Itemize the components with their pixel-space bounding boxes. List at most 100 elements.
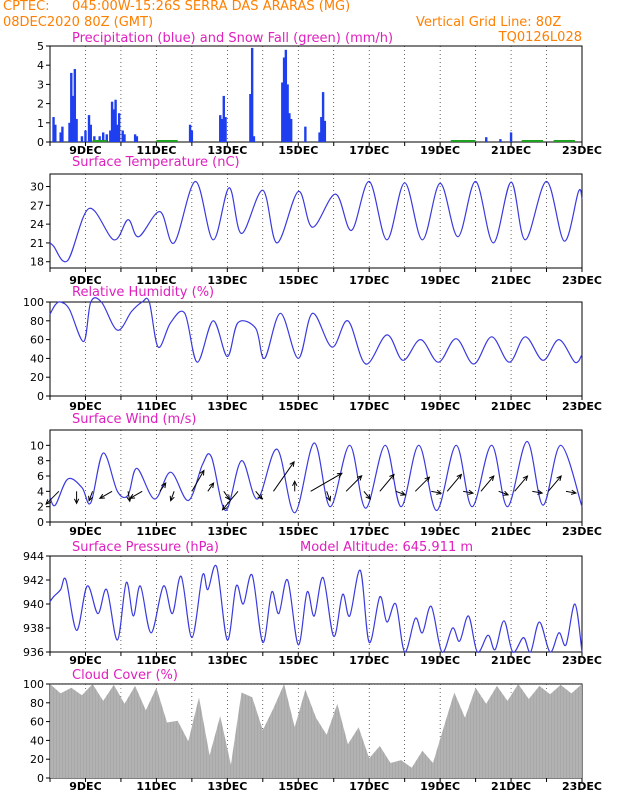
precip-bar bbox=[321, 92, 325, 142]
cloud-xtick-label: 23DEC bbox=[562, 780, 602, 793]
wind-arrow bbox=[414, 476, 430, 492]
wind-arrow-head bbox=[45, 499, 52, 505]
precip-bar bbox=[102, 132, 105, 142]
precip-xtick-label: 13DEC bbox=[207, 144, 247, 157]
rh-title: Relative Humidity (%) bbox=[72, 285, 214, 300]
rh-ytick-label: 20 bbox=[30, 371, 44, 384]
wind-xtick-label: 17DEC bbox=[349, 525, 389, 538]
wind-arrow bbox=[129, 490, 143, 499]
pressure-xtick-label: 19DEC bbox=[420, 654, 460, 667]
temp-xtick-label: 19DEC bbox=[420, 274, 460, 287]
wind-ytick-label: 8 bbox=[37, 455, 44, 468]
precip-bar bbox=[509, 132, 513, 142]
rh-xtick-label: 21DEC bbox=[491, 400, 531, 413]
cloud-ytick-label: 60 bbox=[30, 716, 44, 729]
wind-arrow bbox=[191, 470, 205, 492]
cloud-xtick-label: 19DEC bbox=[420, 780, 460, 793]
temp-ytick-label: 30 bbox=[30, 181, 44, 194]
cloud-xtick-label: 13DEC bbox=[207, 780, 247, 793]
pressure-ytick-label: 936 bbox=[23, 646, 44, 659]
precip-ytick-label: 4 bbox=[37, 59, 44, 72]
precip-bar bbox=[281, 82, 284, 142]
pressure-ytick-label: 938 bbox=[23, 622, 44, 635]
chart-header: CPTEC: 045:00W-15:26S SERRA DAS ARARAS (… bbox=[0, 0, 618, 34]
wind-arrow-head bbox=[503, 490, 510, 496]
rh-ytick-label: 100 bbox=[23, 296, 44, 309]
wind-arrow-head bbox=[468, 489, 475, 495]
cloud-ytick-label: 80 bbox=[30, 697, 44, 710]
cloud-ytick-label: 0 bbox=[37, 772, 44, 785]
wind-arrow-head bbox=[208, 482, 215, 489]
precip-bar bbox=[289, 118, 293, 142]
precip-bar bbox=[224, 117, 227, 142]
wind-xtick-label: 9DEC bbox=[69, 525, 101, 538]
rh-xtick-label: 15DEC bbox=[278, 400, 318, 413]
wind-line bbox=[49, 440, 583, 514]
wind-arrow-head bbox=[224, 494, 231, 501]
wind-arrow-head bbox=[292, 480, 298, 487]
precip-bar bbox=[114, 99, 117, 142]
precip-bar bbox=[61, 126, 64, 142]
cloud-area bbox=[50, 684, 582, 778]
wind-arrow-head bbox=[365, 493, 372, 500]
cloud-ytick-label: 100 bbox=[23, 678, 44, 691]
wind-ytick-label: 6 bbox=[37, 470, 44, 483]
wind-arrow-head bbox=[169, 495, 175, 502]
pressure-subtitle: Model Altitude: 645.911 m bbox=[300, 540, 473, 555]
rh-xtick-label: 23DEC bbox=[562, 400, 602, 413]
wind-arrow-head bbox=[436, 489, 443, 495]
wind-xtick-label: 13DEC bbox=[207, 525, 247, 538]
cloud-ytick-label: 20 bbox=[30, 753, 44, 766]
wind-arrow bbox=[223, 491, 230, 500]
wind-arrow-head bbox=[356, 474, 363, 481]
precip-ytick-label: 0 bbox=[37, 136, 44, 149]
pressure-xtick-label: 13DEC bbox=[207, 654, 247, 667]
wind-arrow bbox=[395, 490, 406, 496]
wind-xtick-label: 23DEC bbox=[562, 525, 602, 538]
wind-arrow bbox=[532, 490, 543, 494]
precip-bar bbox=[284, 49, 288, 143]
precip-bar bbox=[87, 115, 91, 142]
rh-ytick-label: 60 bbox=[30, 334, 44, 347]
wind-ytick-label: 0 bbox=[37, 516, 44, 529]
precip-bar bbox=[318, 132, 321, 142]
precip-ytick-label: 2 bbox=[37, 98, 44, 111]
wind-arrow bbox=[45, 490, 60, 505]
precip-bar bbox=[286, 84, 289, 142]
precip-bar bbox=[320, 117, 323, 142]
precip-xtick-label: 23DEC bbox=[562, 144, 602, 157]
header-run-time: 08DEC2020 80Z (GMT) bbox=[3, 15, 154, 30]
precip-bar bbox=[485, 137, 488, 142]
wind-xtick-label: 15DEC bbox=[278, 525, 318, 538]
precip-bar bbox=[188, 124, 192, 142]
header-grid-line: Vertical Grid Line: 80Z bbox=[416, 15, 562, 30]
wind-arrow bbox=[345, 475, 363, 492]
precip-bar bbox=[220, 118, 224, 142]
rh-line bbox=[49, 297, 583, 365]
rh-ytick-label: 0 bbox=[37, 390, 44, 403]
precip-bar bbox=[80, 136, 84, 142]
wind-arrow bbox=[207, 482, 214, 492]
precip-bar bbox=[249, 94, 252, 142]
rh-xtick-label: 19DEC bbox=[420, 400, 460, 413]
precip-bar bbox=[123, 134, 126, 142]
cloud-xtick-label: 15DEC bbox=[278, 780, 318, 793]
precip-bar bbox=[98, 136, 101, 142]
precip-xtick-label: 19DEC bbox=[420, 144, 460, 157]
wind-arrow-head bbox=[326, 495, 332, 502]
precip-bar bbox=[135, 136, 139, 142]
precip-bar bbox=[499, 139, 502, 142]
precip-bar bbox=[89, 124, 92, 142]
precip-bar bbox=[304, 126, 307, 142]
wind-arrow-head bbox=[456, 473, 463, 480]
wind-arrow-head bbox=[88, 495, 94, 502]
pressure-xtick-label: 11DEC bbox=[136, 654, 176, 667]
wind-arrow-head bbox=[161, 482, 167, 489]
temp-line bbox=[49, 180, 583, 263]
precip-xtick-label: 21DEC bbox=[491, 144, 531, 157]
temp-ytick-label: 24 bbox=[30, 218, 44, 231]
temp-ytick-label: 18 bbox=[30, 256, 44, 269]
wind-arrow-head bbox=[199, 469, 205, 476]
precip-bar bbox=[109, 130, 112, 142]
